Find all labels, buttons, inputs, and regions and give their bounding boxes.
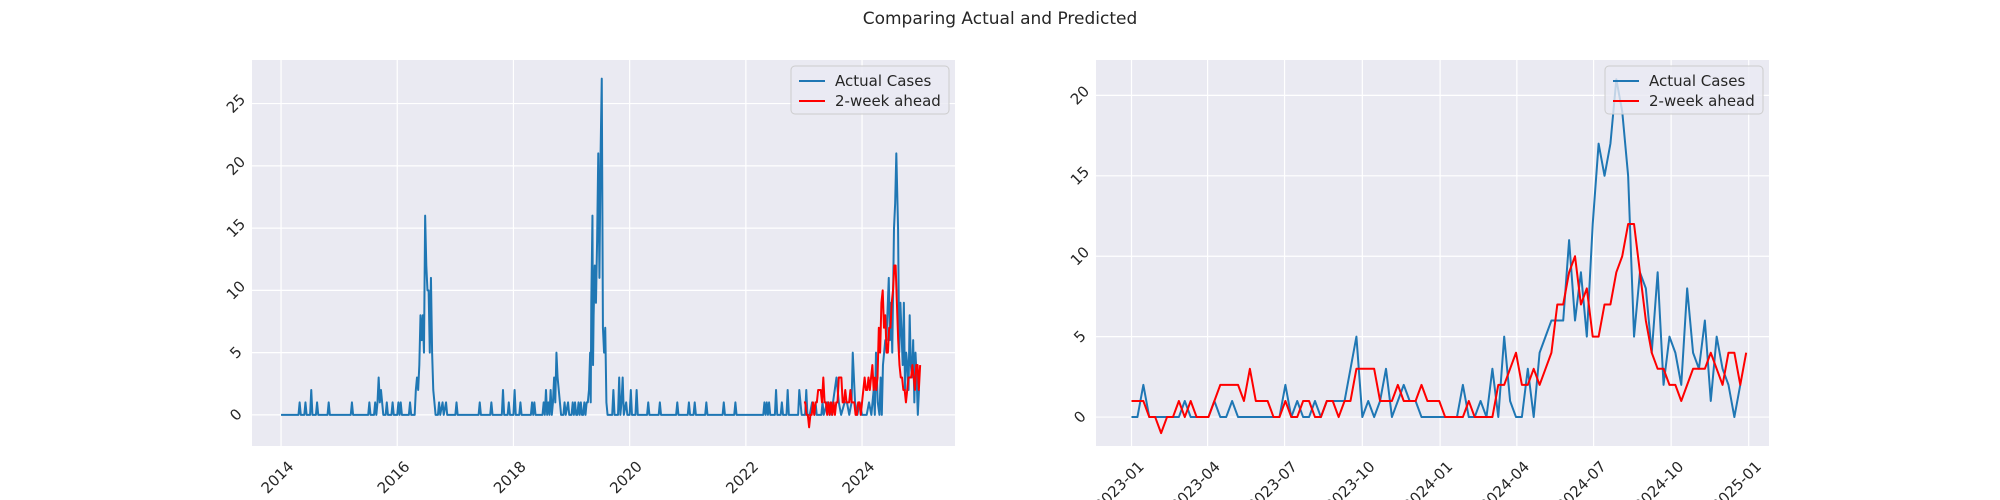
x-tick-label: 2024-07 — [1553, 458, 1610, 500]
y-tick-label: 10 — [1067, 243, 1093, 269]
x-tick-label: 2025-01 — [1708, 458, 1765, 500]
x-tick-label: 2018 — [490, 458, 530, 498]
y-tick-label: 15 — [223, 215, 249, 241]
chart-panel-2: 2023-01 2023-04 2023-07 2023-10 2024-01 2024-… — [1067, 60, 1769, 500]
y-tick-label: 20 — [1067, 82, 1093, 108]
legend-label: 2-week ahead — [835, 92, 941, 110]
y-tick-label: 15 — [1067, 163, 1093, 189]
legend: Actual Cases 2-week ahead — [1604, 65, 1764, 115]
y-tick-label: 10 — [223, 277, 249, 303]
y-tick-label: 5 — [1070, 327, 1089, 346]
x-tick-label: 2022 — [722, 458, 762, 498]
x-tick-label: 2014 — [258, 458, 298, 498]
x-tick-label: 2020 — [606, 458, 646, 498]
x-tick-label: 2023-10 — [1322, 458, 1379, 500]
x-tick-label: 2024-01 — [1399, 458, 1456, 500]
x-tick-label: 2024-10 — [1630, 458, 1687, 500]
y-tick-label: 25 — [223, 90, 249, 116]
legend-label: Actual Cases — [835, 72, 931, 90]
figure-title: Comparing Actual and Predicted — [863, 9, 1138, 29]
legend-label: Actual Cases — [1649, 72, 1745, 90]
x-tick-label: 2023-04 — [1167, 458, 1224, 500]
x-tick-label: 2023-07 — [1244, 458, 1301, 500]
legend-box — [1604, 65, 1764, 115]
chart-panels: 2014 2016 2018 2020 2022 2024 0 5 10 15 20 25 Actual… — [223, 60, 1769, 500]
legend-label: 2-week ahead — [1649, 92, 1755, 110]
series-line-actual-cases — [1131, 78, 1742, 419]
series-line-2-week-ahead — [1131, 223, 1748, 435]
chart-panel-1: 2014 2016 2018 2020 2022 2024 0 5 10 15 20 25 Actual… — [223, 60, 955, 497]
y-tick-label: 5 — [226, 343, 245, 362]
series-line-2-week-ahead — [803, 264, 922, 429]
plot-background — [1096, 60, 1769, 446]
y-tick-label: 0 — [226, 405, 245, 424]
x-tick-label: 2024 — [839, 458, 879, 498]
x-tick-label: 2016 — [374, 458, 414, 498]
legend: Actual Cases 2-week ahead — [790, 65, 950, 115]
y-tick-label: 0 — [1070, 407, 1089, 426]
y-tick-label: 20 — [223, 153, 249, 179]
x-tick-label: 2024-04 — [1476, 458, 1533, 500]
x-tick-label: 2023-01 — [1091, 458, 1148, 500]
legend-box — [790, 65, 950, 115]
